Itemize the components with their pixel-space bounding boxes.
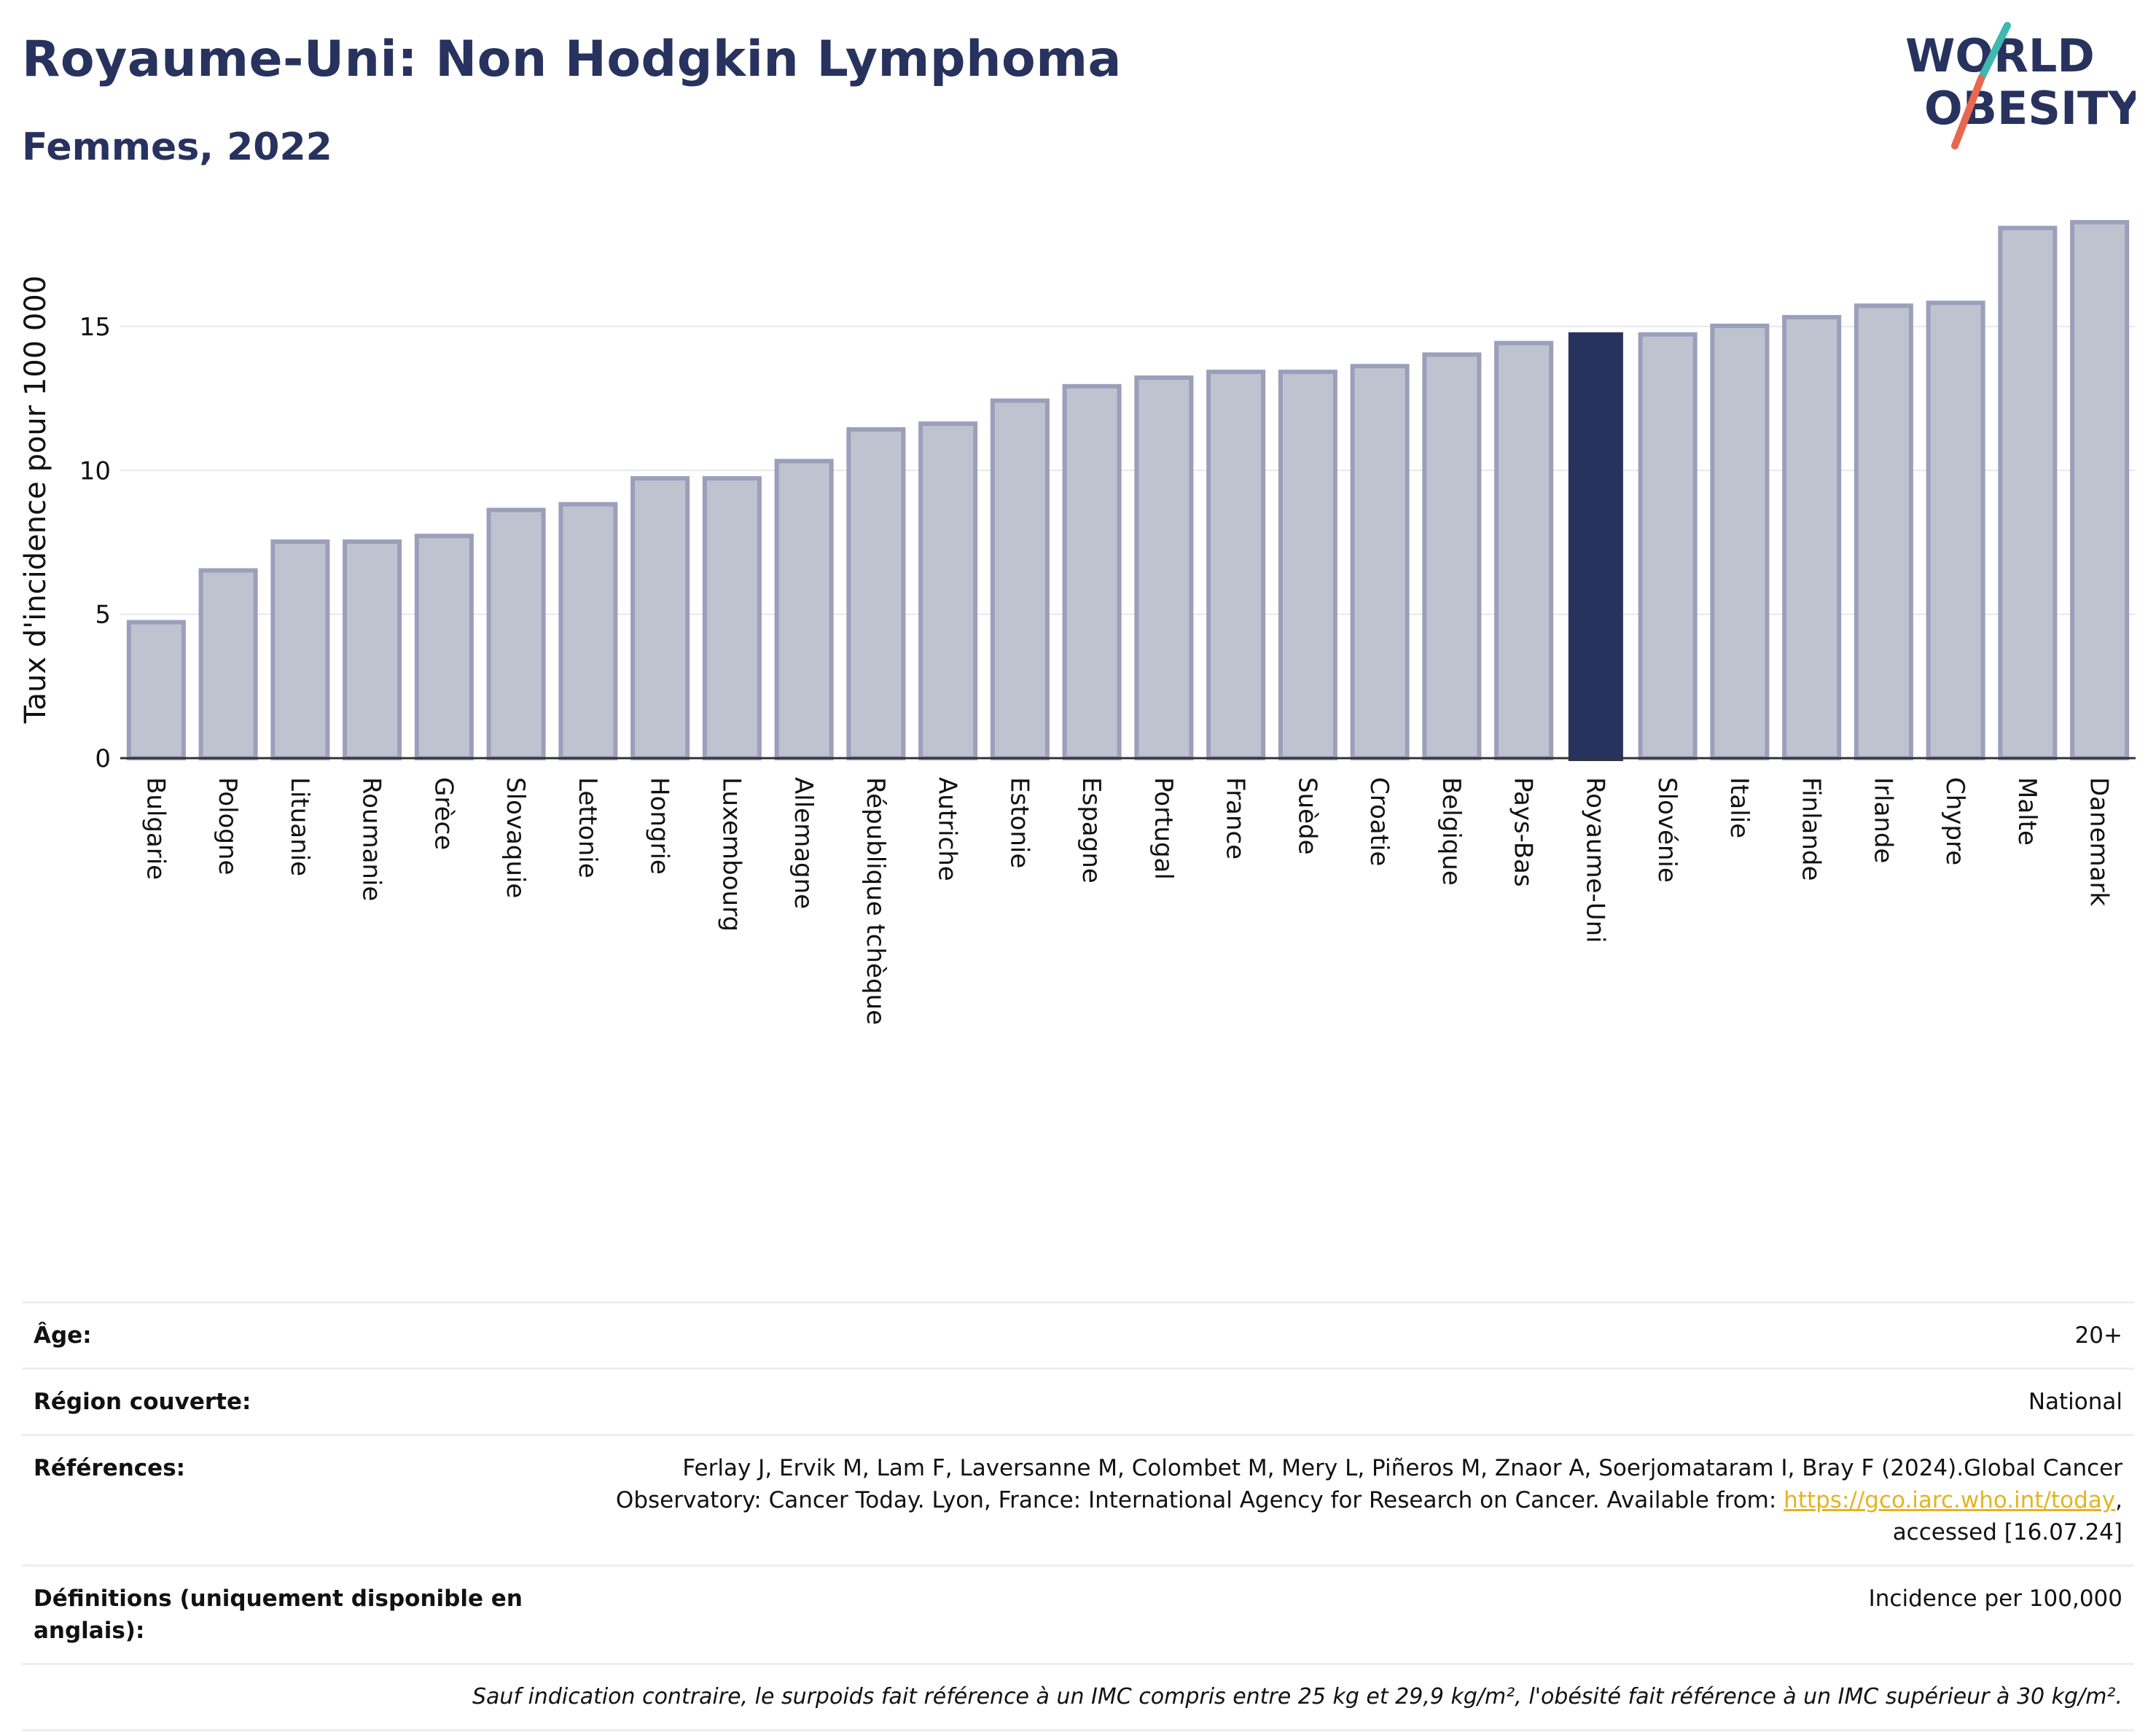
x-tick-label: Danemark xyxy=(2085,777,2114,906)
bar-roumanie xyxy=(343,539,402,760)
x-tick-label: France xyxy=(1221,777,1250,859)
bar-slov-nie xyxy=(1638,332,1698,760)
info-table: Âge: 20+ Région couverte: National Référ… xyxy=(22,1301,2134,1731)
chart-title: Royaume-Uni: Non Hodgkin Lymphoma xyxy=(22,31,1122,88)
references-label: Références: xyxy=(34,1455,186,1481)
x-axis-labels: Bulgarie Pologne Lituanie Roumanie Grèce Slov… xyxy=(141,777,2113,1025)
y-axis-ticks: 0 5 10 15 xyxy=(79,313,111,773)
age-label: Âge: xyxy=(34,1322,92,1349)
bar-hongrie xyxy=(630,476,690,760)
bar-allemagne xyxy=(774,459,834,760)
x-tick-label: Suède xyxy=(1292,777,1321,855)
bar-finlande xyxy=(1782,315,1842,760)
references-link[interactable]: https://gco.iarc.who.int/today xyxy=(1784,1487,2116,1513)
bar-chypre xyxy=(1926,300,1985,760)
x-tick-label: Grèce xyxy=(429,777,458,850)
x-tick-label: Chypre xyxy=(1940,777,1969,865)
bar-estonie xyxy=(990,398,1050,760)
bar-lituanie xyxy=(270,539,330,760)
x-tick-label: Bulgarie xyxy=(141,777,170,880)
x-tick-label: Portugal xyxy=(1149,777,1178,880)
world-obesity-logo: WORLD OBESITY xyxy=(1905,22,2136,149)
bar-italie xyxy=(1710,323,1770,760)
bar-royaume-uni xyxy=(1568,332,1623,762)
bar-irlande xyxy=(1854,303,1913,760)
y-axis-title: Taux d'incidence pour 100 000 xyxy=(19,276,52,724)
logo-slash-teal xyxy=(1977,22,2011,82)
x-tick-label: Finlande xyxy=(1797,777,1826,881)
bar-slovaquie xyxy=(486,507,546,760)
x-tick-label: Malte xyxy=(2012,777,2042,846)
footnote: Sauf indication contraire, le surpoids f… xyxy=(22,1663,2134,1731)
x-tick-label: Irlande xyxy=(1868,777,1897,863)
bar-portugal xyxy=(1134,375,1194,760)
bar-pologne xyxy=(198,568,258,760)
bar-france xyxy=(1206,370,1266,760)
x-tick-label: Lituanie xyxy=(285,777,314,876)
references-suffix: , accessed [16.07.24] xyxy=(1892,1487,2122,1545)
references-text: Ferlay J, Ervik M, Lam F, Laversanne M, … xyxy=(615,1455,2122,1513)
definitions-value: Incidence per 100,000 xyxy=(1868,1586,2122,1612)
bar-su-de xyxy=(1278,370,1337,760)
bar-danemark xyxy=(2070,219,2130,760)
bar-chart: 0 5 10 15 Bulgarie Pologne Lituanie Roumanie Gr… xyxy=(19,219,2136,1025)
x-tick-label: Pays-Bas xyxy=(1509,777,1538,887)
bar-croatie xyxy=(1350,364,1410,761)
x-tick-label: Autriche xyxy=(933,777,962,881)
x-tick-label: Pologne xyxy=(213,777,242,875)
y-tick-label: 15 xyxy=(79,313,111,342)
bar-gr-ce xyxy=(414,534,474,761)
x-tick-label: Lettonie xyxy=(573,777,602,878)
x-tick-label: Belgique xyxy=(1437,777,1466,886)
bar-r-publique-tch-que xyxy=(846,427,906,760)
bar-luxembourg xyxy=(702,476,762,760)
bar-belgique xyxy=(1422,352,1482,760)
logo-slash-coral xyxy=(1951,75,1985,149)
y-tick-label: 0 xyxy=(95,744,111,773)
bars xyxy=(126,219,2130,762)
y-tick-label: 10 xyxy=(79,456,111,486)
info-row-region: Région couverte: National xyxy=(22,1368,2134,1434)
x-tick-label: Allemagne xyxy=(789,777,818,909)
bar-pays-bas xyxy=(1494,340,1554,760)
bar-malte xyxy=(1998,225,2058,761)
x-tick-label: Estonie xyxy=(1004,777,1034,868)
x-tick-label: Roumanie xyxy=(357,777,386,901)
region-label: Région couverte: xyxy=(34,1389,251,1415)
references-value: Ferlay J, Ervik M, Lam F, Laversanne M, … xyxy=(544,1452,2122,1548)
info-row-age: Âge: 20+ xyxy=(22,1301,2134,1368)
x-tick-label: Italie xyxy=(1725,777,1754,838)
definitions-label: Définitions (uniquement disponible en an… xyxy=(34,1586,523,1644)
x-tick-label: Croatie xyxy=(1364,777,1394,866)
x-tick-label: Luxembourg xyxy=(716,777,746,932)
bar-espagne xyxy=(1062,383,1122,760)
bar-lettonie xyxy=(558,502,618,760)
bar-autriche xyxy=(918,421,978,760)
y-tick-label: 5 xyxy=(95,601,111,630)
region-value: National xyxy=(2028,1389,2122,1415)
x-tick-label: Slovénie xyxy=(1652,777,1682,883)
x-tick-label: Slovaquie xyxy=(501,777,530,898)
x-tick-label: Royaume-Uni xyxy=(1580,777,1609,943)
age-value: 20+ xyxy=(2074,1322,2122,1349)
x-tick-label: Hongrie xyxy=(645,777,674,875)
bar-bulgarie xyxy=(126,620,186,760)
info-row-definitions: Définitions (uniquement disponible en an… xyxy=(22,1564,2134,1663)
x-tick-label: République tchèque xyxy=(861,777,890,1025)
x-tick-label: Espagne xyxy=(1077,777,1106,884)
chart-subtitle: Femmes, 2022 xyxy=(22,125,332,169)
info-row-references: Références: Ferlay J, Ervik M, Lam F, La… xyxy=(22,1434,2134,1564)
